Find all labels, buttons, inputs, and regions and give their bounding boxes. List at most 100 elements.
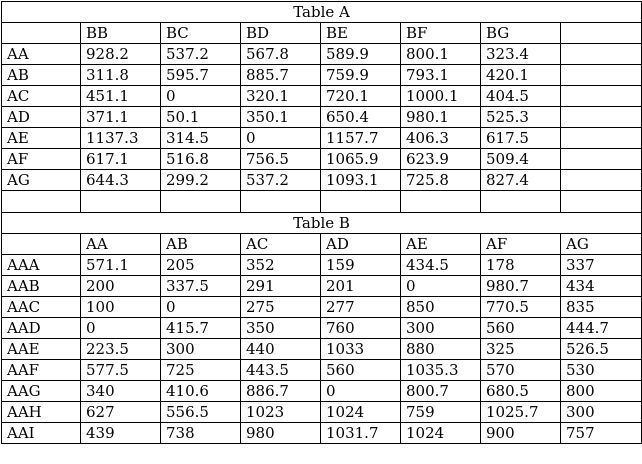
table-a-cell: 1093.1 (320, 169, 401, 191)
table-b-cell: 340 (80, 380, 161, 402)
table-b-cell: 530 (559, 359, 642, 381)
table-a-cell: 793.1 (400, 64, 481, 86)
table-b-cell: 337.5 (160, 275, 241, 297)
table-a-row-label: AA (1, 43, 81, 65)
table-b-title: Table B (0, 212, 642, 234)
table-a-cell: 404.5 (480, 85, 561, 107)
table-b-cell: 277 (320, 296, 401, 318)
table-b-cell: 0 (400, 275, 481, 297)
table-b-cell: 738 (160, 422, 241, 444)
table-a-cell: 980.1 (400, 106, 481, 128)
empty-cell (480, 190, 561, 213)
table-a-cell (559, 148, 642, 170)
table-a-row-label: AG (1, 169, 81, 191)
table-b-cell: 325 (480, 338, 561, 360)
table-a-cell: 589.9 (320, 43, 401, 65)
table-b-cell: 627 (80, 401, 161, 423)
table-b-column-header: AA (80, 233, 161, 255)
table-a-column-header: BC (160, 22, 241, 44)
table-b-cell: 205 (160, 254, 241, 276)
table-a-row-label: AE (1, 127, 81, 149)
table-b-cell: 410.6 (160, 380, 241, 402)
table-a-cell: 420.1 (480, 64, 561, 86)
empty-cell (559, 190, 642, 213)
table-a-row-label: AF (1, 148, 81, 170)
table-b-cell: 300 (160, 338, 241, 360)
table-b-cell: 725 (160, 359, 241, 381)
table-a-cell: 350.1 (240, 106, 321, 128)
table-b-corner-cell (1, 233, 81, 255)
table-b-cell: 100 (80, 296, 161, 318)
table-b-cell: 850 (400, 296, 481, 318)
table-b-row: AAF 577.5 725 443.5 560 1035.3 570 530 (1, 359, 642, 381)
table-a-cell: 617.5 (480, 127, 561, 149)
table-separator-row (1, 190, 642, 213)
table-a-cell: 1157.7 (320, 127, 401, 149)
table-b-row-label: AAB (1, 275, 81, 297)
table-b-cell: 571.1 (80, 254, 161, 276)
table-b-cell: 760 (320, 317, 401, 339)
table-a-title-row: Table A (0, 1, 642, 23)
table-b-cell: 443.5 (240, 359, 321, 381)
table-b-cell: 352 (240, 254, 321, 276)
table-b-cell: 178 (480, 254, 561, 276)
table-a-cell: 725.8 (400, 169, 481, 191)
table-b-column-header: AB (160, 233, 241, 255)
table-b-cell: 980.7 (480, 275, 561, 297)
table-a-cell: 1065.9 (320, 148, 401, 170)
table-a-cell: 0 (160, 85, 241, 107)
table-a-column-header: BF (400, 22, 481, 44)
table-a-column-header (559, 22, 642, 44)
table-a-row: AC 451.1 0 320.1 720.1 1000.1 404.5 (1, 85, 642, 107)
table-a-cell: 406.3 (400, 127, 481, 149)
table-b-cell: 556.5 (160, 401, 241, 423)
table-a-cell: 323.4 (480, 43, 561, 65)
table-a-cell: 299.2 (160, 169, 241, 191)
table-b-cell: 0 (320, 380, 401, 402)
table-b-column-header: AC (240, 233, 321, 255)
table-b-cell: 900 (480, 422, 561, 444)
table-a-cell: 650.4 (320, 106, 401, 128)
table-b-column-header: AE (400, 233, 481, 255)
table-b-cell: 577.5 (80, 359, 161, 381)
table-b-row-label: AAG (1, 380, 81, 402)
table-b-cell: 300 (400, 317, 481, 339)
table-a-cell: 50.1 (160, 106, 241, 128)
data-tables: Table A BB BC BD BE BF BG AA 928.2 537.2 56… (0, 1, 642, 444)
table-b-cell: 440 (240, 338, 321, 360)
empty-cell (400, 190, 481, 213)
table-b-cell: 1025.7 (480, 401, 561, 423)
table-b-cell: 560 (480, 317, 561, 339)
table-b-cell: 1023 (240, 401, 321, 423)
table-b-column-header: AG (559, 233, 642, 255)
table-b-cell: 0 (160, 296, 241, 318)
table-a-row: AG 644.3 299.2 537.2 1093.1 725.8 827.4 (1, 169, 642, 191)
table-b-row-label: AAH (1, 401, 81, 423)
table-b-cell: 1024 (320, 401, 401, 423)
table-a-column-header: BE (320, 22, 401, 44)
table-b-cell: 560 (320, 359, 401, 381)
table-b-cell: 1024 (400, 422, 481, 444)
table-b-cell: 800 (559, 380, 642, 402)
empty-cell (160, 190, 241, 213)
table-b-cell: 434 (559, 275, 642, 297)
table-a-column-header: BB (80, 22, 161, 44)
table-b-row-label: AAC (1, 296, 81, 318)
table-b-cell: 0 (80, 317, 161, 339)
table-b-cell: 886.7 (240, 380, 321, 402)
table-a-cell: 759.9 (320, 64, 401, 86)
table-a-cell: 595.7 (160, 64, 241, 86)
table-a-cell: 516.8 (160, 148, 241, 170)
table-b-column-header: AF (480, 233, 561, 255)
table-b-row: AAD 0 415.7 350 760 300 560 444.7 (1, 317, 642, 339)
table-a-cell: 0 (240, 127, 321, 149)
table-a-row: AF 617.1 516.8 756.5 1065.9 623.9 509.4 (1, 148, 642, 170)
table-b-row-label: AAD (1, 317, 81, 339)
table-b-row-label: AAF (1, 359, 81, 381)
table-a-cell: 537.2 (240, 169, 321, 191)
table-b-header-row: AA AB AC AD AE AF AG (1, 233, 642, 255)
table-a-cell: 623.9 (400, 148, 481, 170)
table-body: Table A BB BC BD BE BF BG AA 928.2 537.2 56… (0, 1, 642, 444)
table-b-cell: 159 (320, 254, 401, 276)
